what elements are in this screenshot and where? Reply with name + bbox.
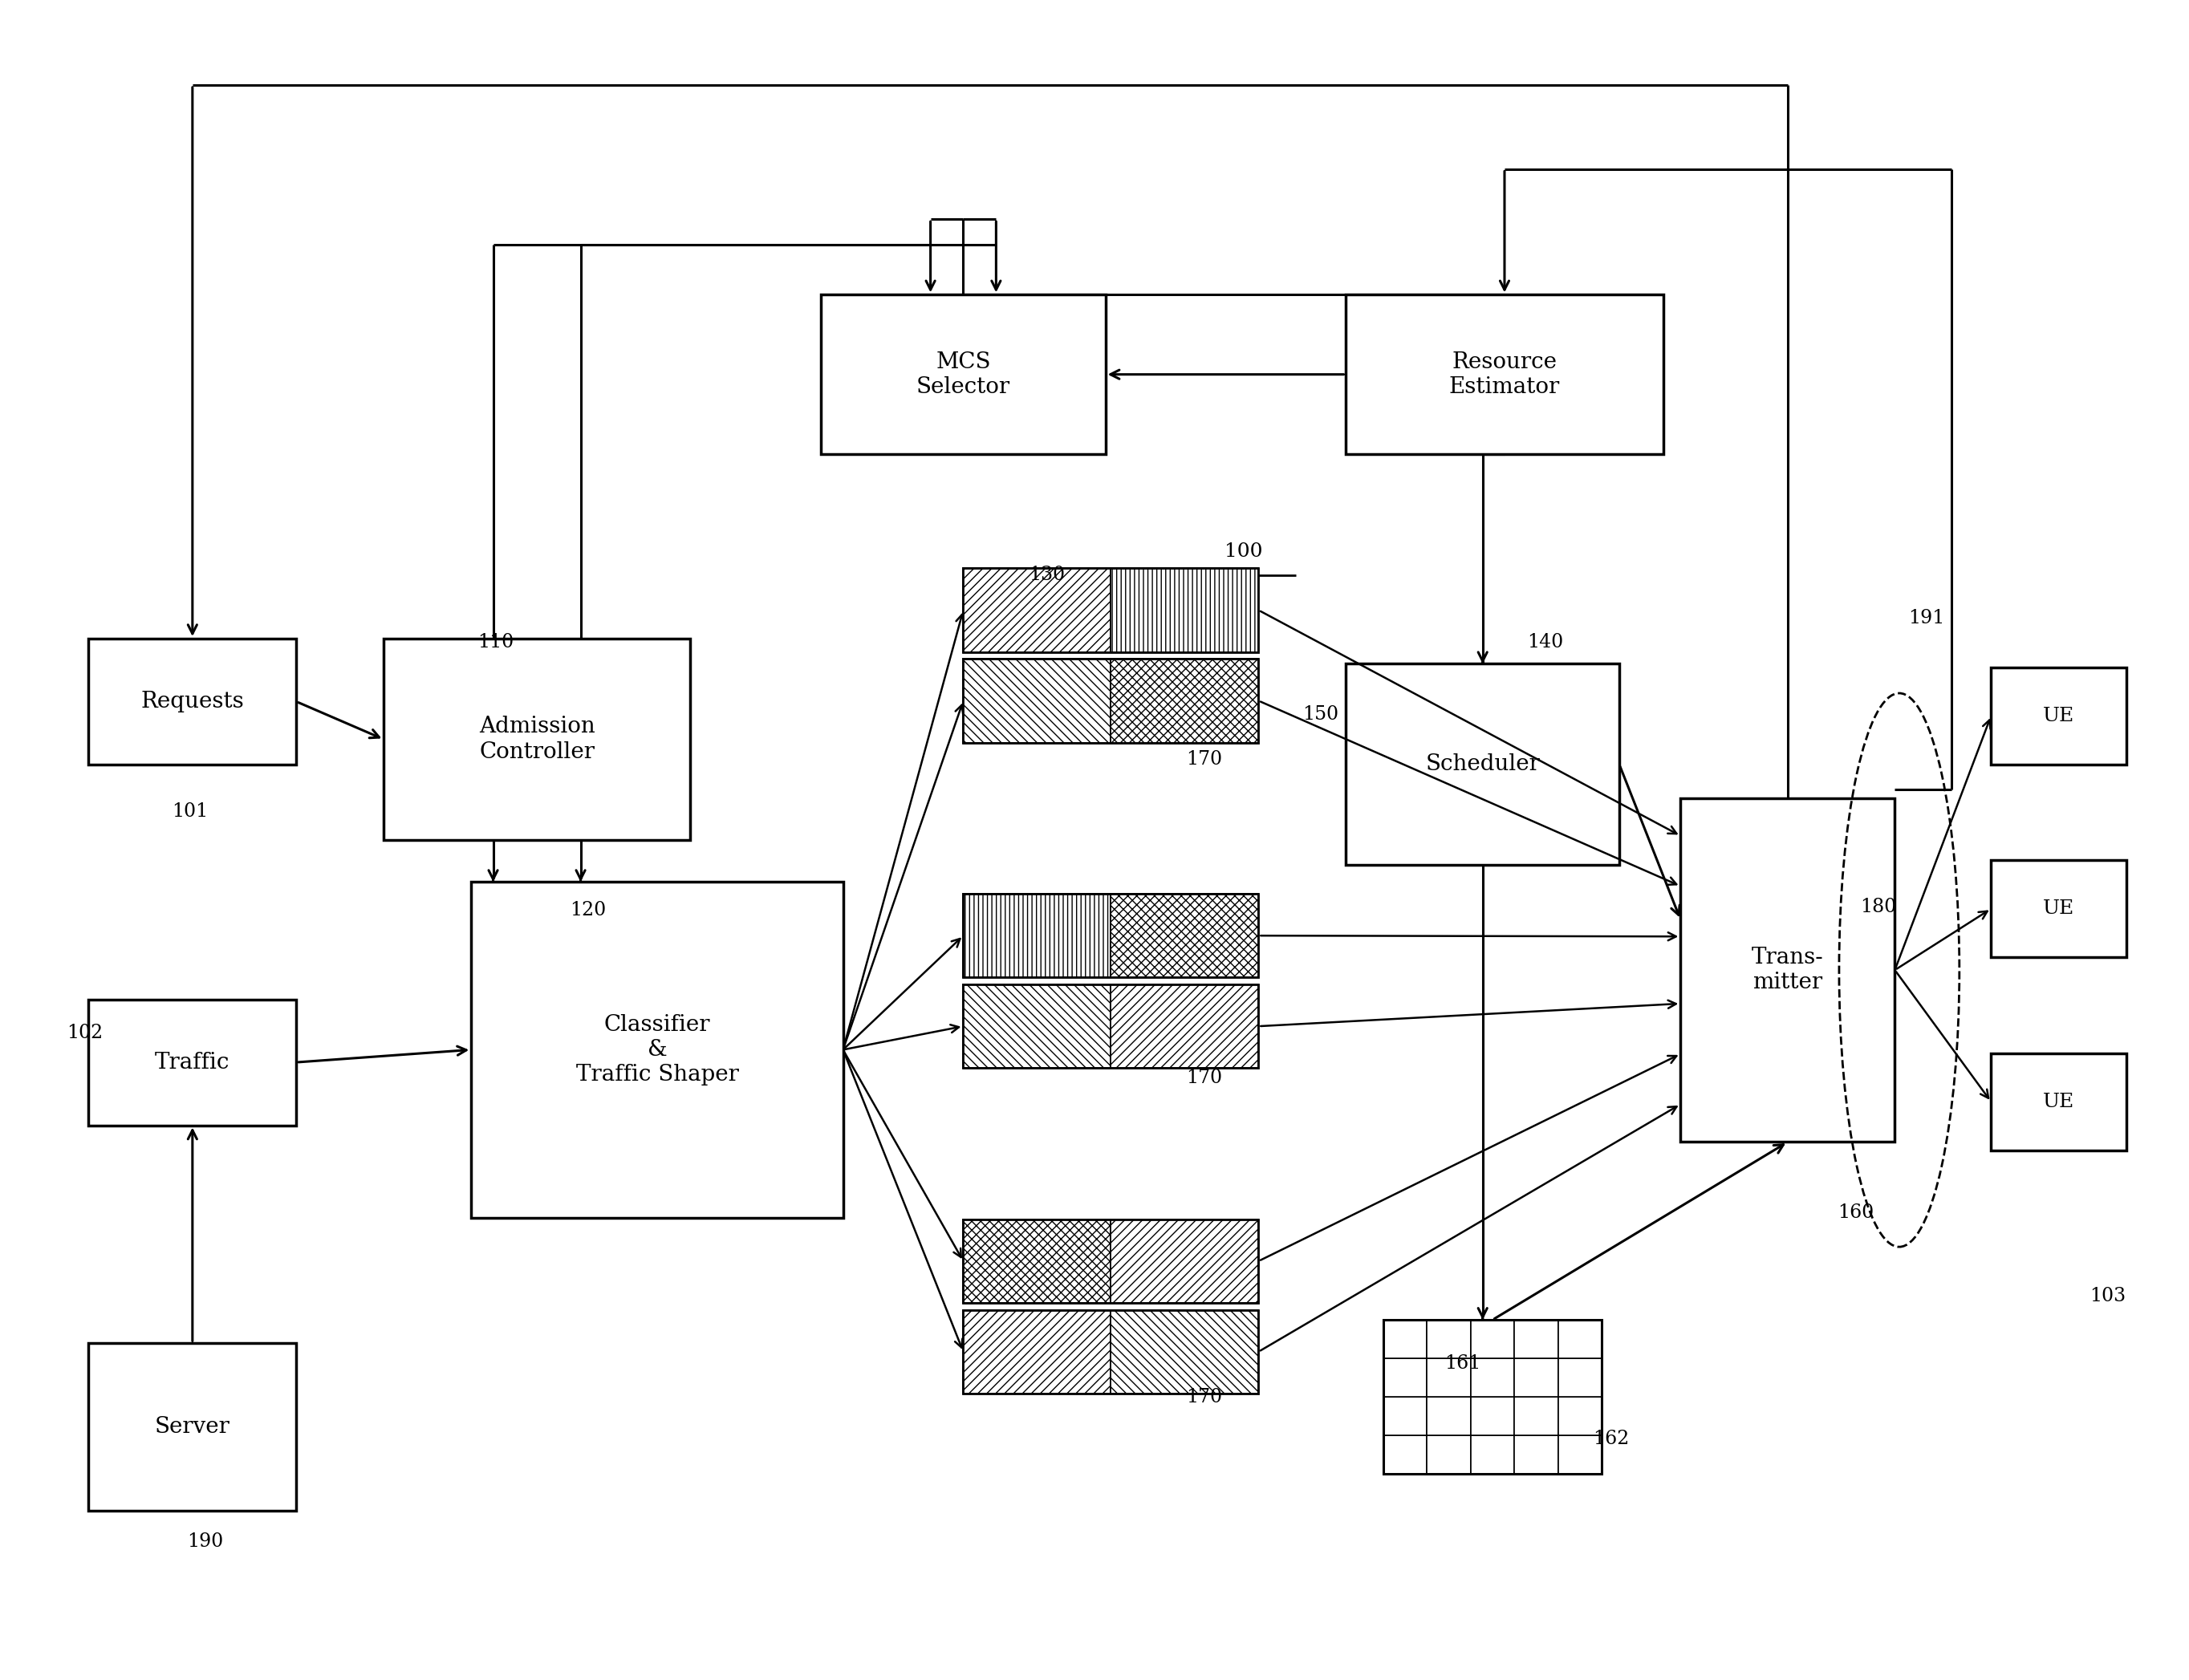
FancyBboxPatch shape: [1427, 1320, 1471, 1359]
Text: Classifier
&
Traffic Shaper: Classifier & Traffic Shaper: [576, 1013, 738, 1085]
FancyBboxPatch shape: [1515, 1436, 1559, 1473]
Text: Trans-
mitter: Trans- mitter: [1751, 948, 1823, 993]
FancyBboxPatch shape: [1110, 894, 1259, 978]
FancyBboxPatch shape: [471, 882, 843, 1218]
FancyBboxPatch shape: [963, 1310, 1110, 1394]
FancyBboxPatch shape: [1383, 1436, 1427, 1473]
FancyBboxPatch shape: [1471, 1320, 1515, 1359]
FancyBboxPatch shape: [1110, 568, 1259, 652]
FancyBboxPatch shape: [1383, 1320, 1427, 1359]
Text: 150: 150: [1302, 706, 1337, 724]
FancyBboxPatch shape: [1559, 1398, 1602, 1436]
FancyBboxPatch shape: [383, 638, 690, 840]
FancyBboxPatch shape: [1110, 984, 1259, 1068]
FancyBboxPatch shape: [1427, 1359, 1471, 1398]
FancyBboxPatch shape: [1346, 294, 1664, 454]
Text: 162: 162: [1594, 1430, 1629, 1448]
FancyBboxPatch shape: [1559, 1359, 1602, 1398]
Text: 161: 161: [1445, 1354, 1480, 1373]
FancyBboxPatch shape: [1992, 667, 2128, 764]
Text: UE: UE: [2042, 707, 2075, 726]
FancyBboxPatch shape: [1681, 798, 1896, 1142]
Text: 110: 110: [477, 633, 514, 652]
Text: 190: 190: [186, 1532, 223, 1551]
FancyBboxPatch shape: [1471, 1436, 1515, 1473]
Text: UE: UE: [2042, 1092, 2075, 1110]
FancyBboxPatch shape: [1992, 860, 2128, 958]
FancyBboxPatch shape: [1427, 1436, 1471, 1473]
FancyBboxPatch shape: [963, 659, 1110, 743]
Text: 170: 170: [1186, 751, 1221, 769]
FancyBboxPatch shape: [1559, 1320, 1602, 1359]
Text: Requests: Requests: [140, 690, 245, 712]
Text: 103: 103: [2090, 1287, 2126, 1305]
Text: Resource
Estimator: Resource Estimator: [1449, 351, 1561, 398]
FancyBboxPatch shape: [1471, 1359, 1515, 1398]
FancyBboxPatch shape: [1383, 1398, 1427, 1436]
Text: 130: 130: [1029, 566, 1066, 585]
FancyBboxPatch shape: [1471, 1398, 1515, 1436]
Text: 140: 140: [1528, 633, 1563, 652]
Text: Traffic: Traffic: [155, 1052, 230, 1074]
FancyBboxPatch shape: [1110, 1220, 1259, 1304]
Text: Server: Server: [155, 1416, 230, 1438]
Text: 180: 180: [1861, 897, 1896, 916]
FancyBboxPatch shape: [1110, 659, 1259, 743]
FancyBboxPatch shape: [1110, 1310, 1259, 1394]
FancyBboxPatch shape: [1992, 1053, 2128, 1151]
FancyBboxPatch shape: [88, 1000, 296, 1126]
Text: 160: 160: [1839, 1203, 1874, 1221]
FancyBboxPatch shape: [88, 638, 296, 764]
FancyBboxPatch shape: [1515, 1359, 1559, 1398]
Text: 170: 170: [1186, 1068, 1221, 1087]
Text: 120: 120: [569, 900, 606, 919]
FancyBboxPatch shape: [1515, 1320, 1559, 1359]
FancyBboxPatch shape: [88, 1344, 296, 1510]
FancyBboxPatch shape: [963, 1220, 1110, 1304]
Text: 102: 102: [66, 1023, 103, 1042]
FancyBboxPatch shape: [821, 294, 1105, 454]
Text: 170: 170: [1186, 1388, 1221, 1406]
Text: MCS
Selector: MCS Selector: [917, 351, 1011, 398]
Text: 191: 191: [1909, 610, 1944, 628]
FancyBboxPatch shape: [1515, 1398, 1559, 1436]
Text: Admission
Controller: Admission Controller: [479, 716, 595, 763]
FancyBboxPatch shape: [963, 894, 1110, 978]
FancyBboxPatch shape: [1383, 1359, 1427, 1398]
FancyBboxPatch shape: [963, 568, 1110, 652]
Text: Scheduler: Scheduler: [1425, 754, 1541, 776]
Text: 100: 100: [1224, 543, 1263, 561]
FancyBboxPatch shape: [1427, 1398, 1471, 1436]
FancyBboxPatch shape: [1346, 664, 1620, 865]
FancyBboxPatch shape: [1559, 1436, 1602, 1473]
FancyBboxPatch shape: [963, 984, 1110, 1068]
Text: UE: UE: [2042, 899, 2075, 917]
Text: 101: 101: [171, 803, 208, 822]
